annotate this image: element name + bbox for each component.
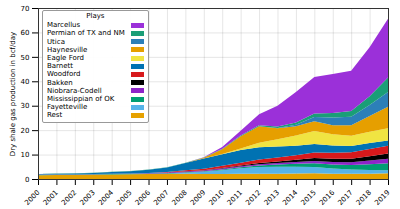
svg-text:2006: 2006 bbox=[134, 188, 153, 207]
svg-text:0: 0 bbox=[25, 176, 29, 184]
svg-text:70: 70 bbox=[21, 5, 30, 13]
svg-text:2001: 2001 bbox=[42, 189, 60, 207]
svg-text:2014: 2014 bbox=[281, 188, 300, 207]
svg-text:50: 50 bbox=[21, 54, 30, 62]
svg-text:2016: 2016 bbox=[318, 188, 337, 207]
svg-text:2013: 2013 bbox=[263, 189, 281, 207]
svg-text:Dry shale gas production in bc: Dry shale gas production in bcf/day bbox=[9, 32, 17, 157]
html-text:Barnett: Barnett bbox=[47, 62, 74, 71]
svg-text:20: 20 bbox=[21, 127, 30, 135]
svg-text:2005: 2005 bbox=[115, 189, 133, 207]
html-text:Eagle Ford: Eagle Ford bbox=[47, 54, 84, 62]
svg-text:2018: 2018 bbox=[355, 189, 373, 207]
html-text:Utica: Utica bbox=[47, 37, 65, 46]
html-text:Marcellus: Marcellus bbox=[47, 21, 81, 30]
svg-text:2008: 2008 bbox=[171, 189, 189, 207]
svg-text:2019: 2019 bbox=[373, 189, 391, 207]
svg-text:2007: 2007 bbox=[152, 189, 170, 207]
svg-text:2002: 2002 bbox=[60, 189, 78, 207]
svg-text:2011: 2011 bbox=[226, 189, 244, 207]
html-text:Niobrara-Codell: Niobrara-Codell bbox=[47, 86, 102, 95]
svg-text:2009: 2009 bbox=[189, 189, 207, 207]
html-text:Permian of TX and NM: Permian of TX and NM bbox=[47, 29, 125, 38]
svg-text:40: 40 bbox=[21, 78, 30, 86]
html-text:Mississippian of OK: Mississippian of OK bbox=[47, 95, 115, 103]
svg-text:2004: 2004 bbox=[97, 188, 116, 207]
svg-text:2010: 2010 bbox=[207, 189, 225, 207]
svg-text:2015: 2015 bbox=[300, 189, 318, 207]
svg-text:10: 10 bbox=[21, 151, 30, 159]
html-text:Haynesville: Haynesville bbox=[47, 45, 88, 54]
html-text:Bakken: Bakken bbox=[47, 78, 73, 87]
svg-text:2000: 2000 bbox=[23, 189, 41, 207]
svg-text:30: 30 bbox=[21, 102, 30, 110]
svg-text:2017: 2017 bbox=[336, 189, 354, 207]
html-text:Plays: Plays bbox=[86, 12, 105, 20]
svg-text:2003: 2003 bbox=[78, 189, 96, 207]
svg-text:60: 60 bbox=[21, 29, 30, 37]
svg-text:2012: 2012 bbox=[244, 189, 262, 207]
html-text:Woodford: Woodford bbox=[47, 70, 81, 79]
html-text:Fayetteville: Fayetteville bbox=[47, 103, 88, 112]
html-text:Rest: Rest bbox=[47, 111, 63, 120]
